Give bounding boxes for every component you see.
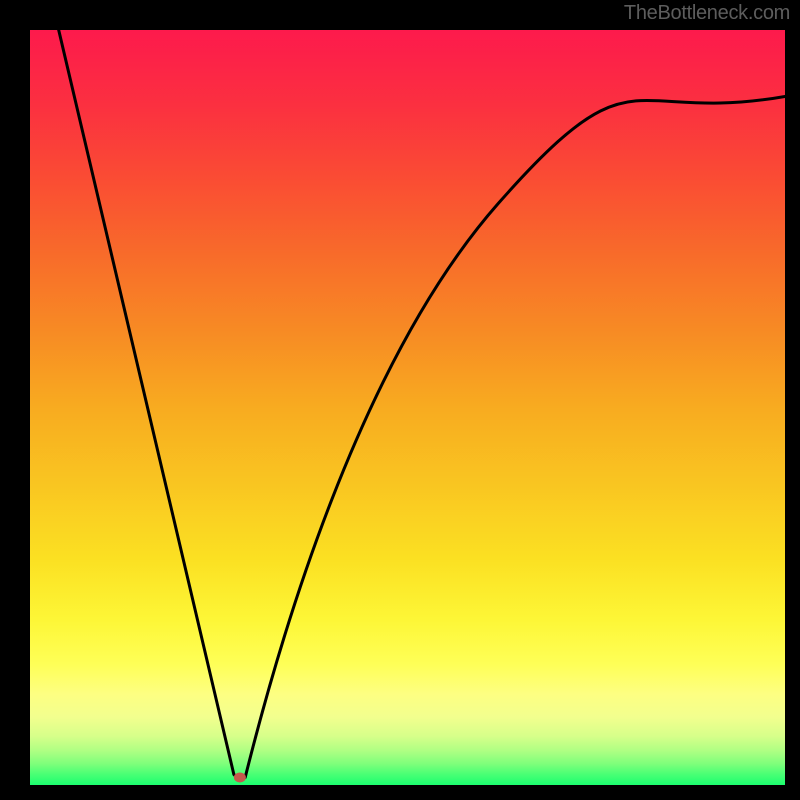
watermark-text: TheBottleneck.com: [624, 2, 790, 25]
bottleneck-curve-svg: [30, 30, 785, 785]
minimum-marker: [234, 772, 246, 782]
curve-path: [59, 30, 785, 778]
plot-area: [30, 30, 785, 785]
